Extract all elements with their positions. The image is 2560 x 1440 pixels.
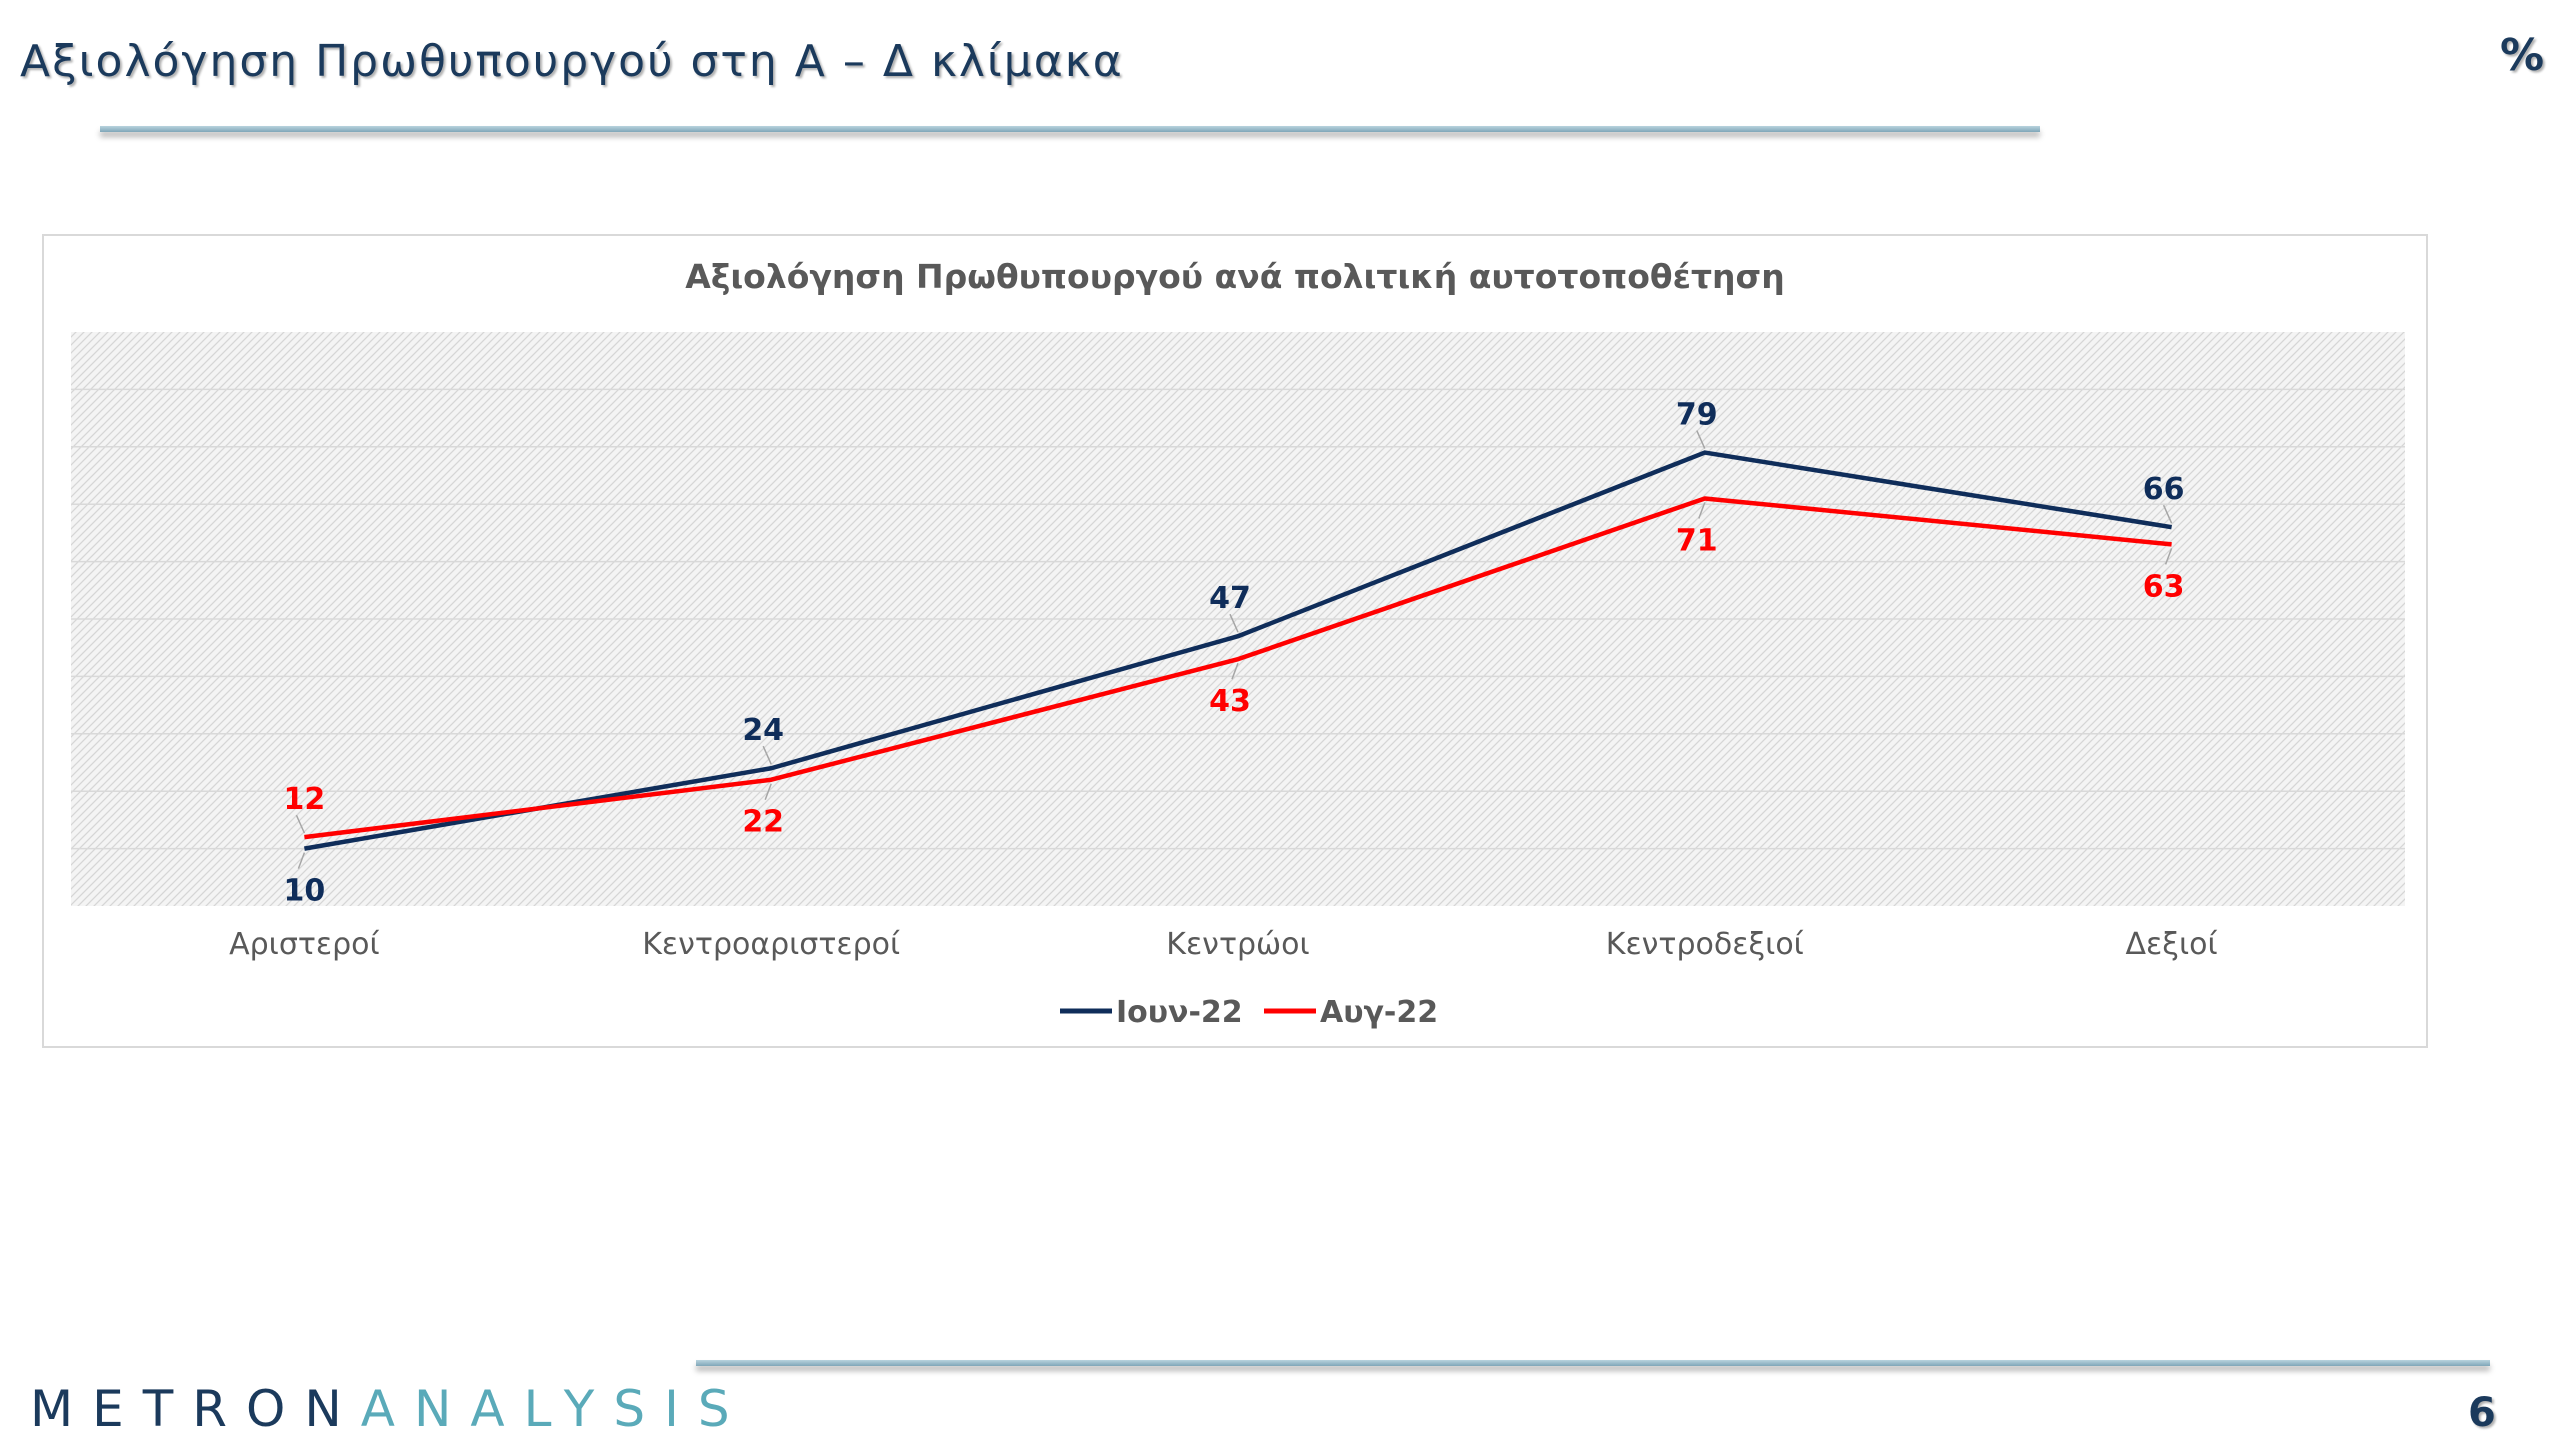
data-label: 24: [742, 713, 784, 748]
data-label: 47: [1209, 581, 1251, 616]
label-leader-line: [295, 814, 306, 834]
label-leader-line: [2164, 548, 2173, 565]
label-leader-line: [762, 745, 772, 765]
data-label: 79: [1676, 398, 1718, 433]
label-leader-line: [1696, 430, 1706, 449]
data-label: 22: [742, 805, 784, 840]
footer-rule: [696, 1360, 2490, 1366]
label-leader-line: [1229, 613, 1239, 633]
data-label: 66: [2143, 472, 2185, 507]
category-label: Κεντροδεξιοί: [1606, 927, 1804, 962]
data-label: 63: [2143, 569, 2185, 604]
legend-label: Αυγ-22: [1320, 995, 1438, 1030]
category-label: Αριστεροί: [229, 927, 380, 962]
percent-unit-marker: %: [2500, 30, 2545, 81]
label-leader-line: [2162, 504, 2173, 524]
chart-container: Αξιολόγηση Πρωθυπουργού ανά πολιτική αυτ…: [42, 234, 2428, 1048]
metron-analysis-logo: METRONANALYSIS: [30, 1380, 749, 1438]
legend-label: Ιουν-22: [1116, 995, 1243, 1030]
category-label: Κεντροαριστεροί: [642, 927, 900, 962]
data-label: 43: [1209, 684, 1251, 719]
series-layer: [304, 450, 2172, 851]
logo-part-metron: METRON: [30, 1380, 361, 1438]
category-label: Δεξιοί: [2126, 927, 2218, 962]
label-leader-line: [1231, 662, 1239, 680]
label-leader-line: [297, 852, 306, 869]
title-underline: [100, 126, 2040, 132]
data-label: 12: [284, 782, 326, 817]
page-number: 6: [2468, 1390, 2496, 1436]
data-label: 71: [1676, 523, 1718, 558]
chart-legend: Ιουν-22 Αυγ-22: [1060, 995, 1438, 1030]
category-axis: Αριστεροί Κεντροαριστεροί Κεντρώοι Κεντροδε…: [229, 927, 2218, 962]
category-label: Κεντρώοι: [1166, 927, 1309, 962]
data-labels-layer: 10 12 24 22 47 43 79 71 66 63: [284, 398, 2185, 909]
slide-title: Αξιολόγηση Πρωθυπουργού στη Α – Δ κλίμακ…: [20, 36, 1124, 87]
logo-part-analysis: ANALYSIS: [360, 1380, 749, 1438]
chart-title: Αξιολόγηση Πρωθυπουργού ανά πολιτική αυτ…: [685, 257, 1784, 296]
label-leader-line: [1698, 502, 1706, 519]
label-leader-line: [764, 783, 772, 800]
data-label: 10: [284, 874, 326, 909]
line-chart: Αξιολόγηση Πρωθυπουργού ανά πολιτική αυτ…: [71, 257, 2405, 1030]
